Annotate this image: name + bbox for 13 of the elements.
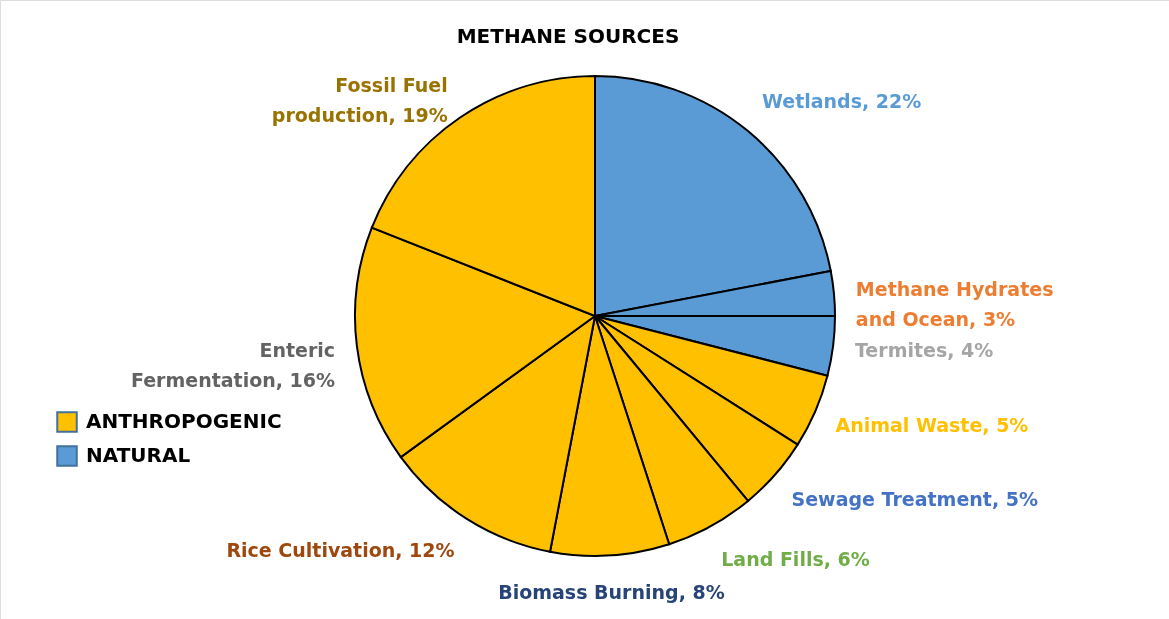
slice-label: Wetlands, 22%: [762, 89, 922, 112]
slice-label: Land Fills, 6%: [721, 547, 870, 570]
slice-label: Fossil Fuel production, 19%: [271, 74, 448, 127]
slice-label: Enteric Fermentation, 16%: [130, 338, 336, 391]
slice-label: Animal Waste, 5%: [835, 414, 1029, 437]
text: NATURAL: [86, 443, 191, 467]
slice-label: Sewage Treatment, 5%: [791, 487, 1038, 510]
slice-label: Termites, 4%: [854, 338, 994, 361]
slice-label: Biomass Burning, 8%: [498, 581, 725, 604]
text: ANTHROPOGENIC: [86, 409, 282, 433]
slice-label: Methane Hydrates and Ocean, 3%: [855, 277, 1054, 330]
slice-label: Rice Cultivation, 12%: [226, 538, 455, 561]
chart-title: METHANE SOURCES: [456, 24, 680, 48]
